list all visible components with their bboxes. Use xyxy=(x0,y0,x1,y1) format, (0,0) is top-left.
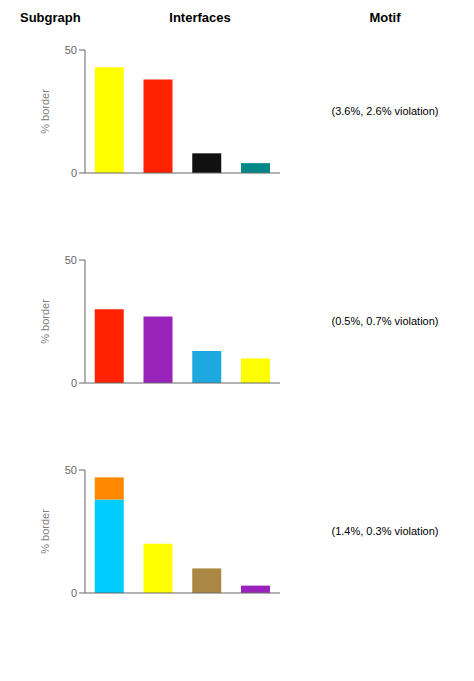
svg-text:50: 50 xyxy=(65,254,77,266)
svg-text:% border: % border xyxy=(39,299,51,344)
svg-text:0: 0 xyxy=(71,167,77,179)
html-text:Interfaces: Interfaces xyxy=(169,10,231,25)
html-text:(1.4%, 0.3% violation): (1.4%, 0.3% violation) xyxy=(331,525,439,537)
html-text:(3.6%, 2.6% violation): (3.6%, 2.6% violation) xyxy=(331,105,439,117)
html-text:(0.5%, 0.7% violation): (0.5%, 0.7% violation) xyxy=(331,315,439,327)
svg-text:50: 50 xyxy=(65,44,77,56)
html-text:Subgraph: Subgraph xyxy=(20,10,81,25)
svg-text:0: 0 xyxy=(71,377,77,389)
html-text:Motif: Motif xyxy=(369,10,401,25)
svg-text:% border: % border xyxy=(39,89,51,134)
svg-text:0: 0 xyxy=(71,587,77,599)
svg-text:% border: % border xyxy=(39,509,51,554)
svg-text:50: 50 xyxy=(65,464,77,476)
